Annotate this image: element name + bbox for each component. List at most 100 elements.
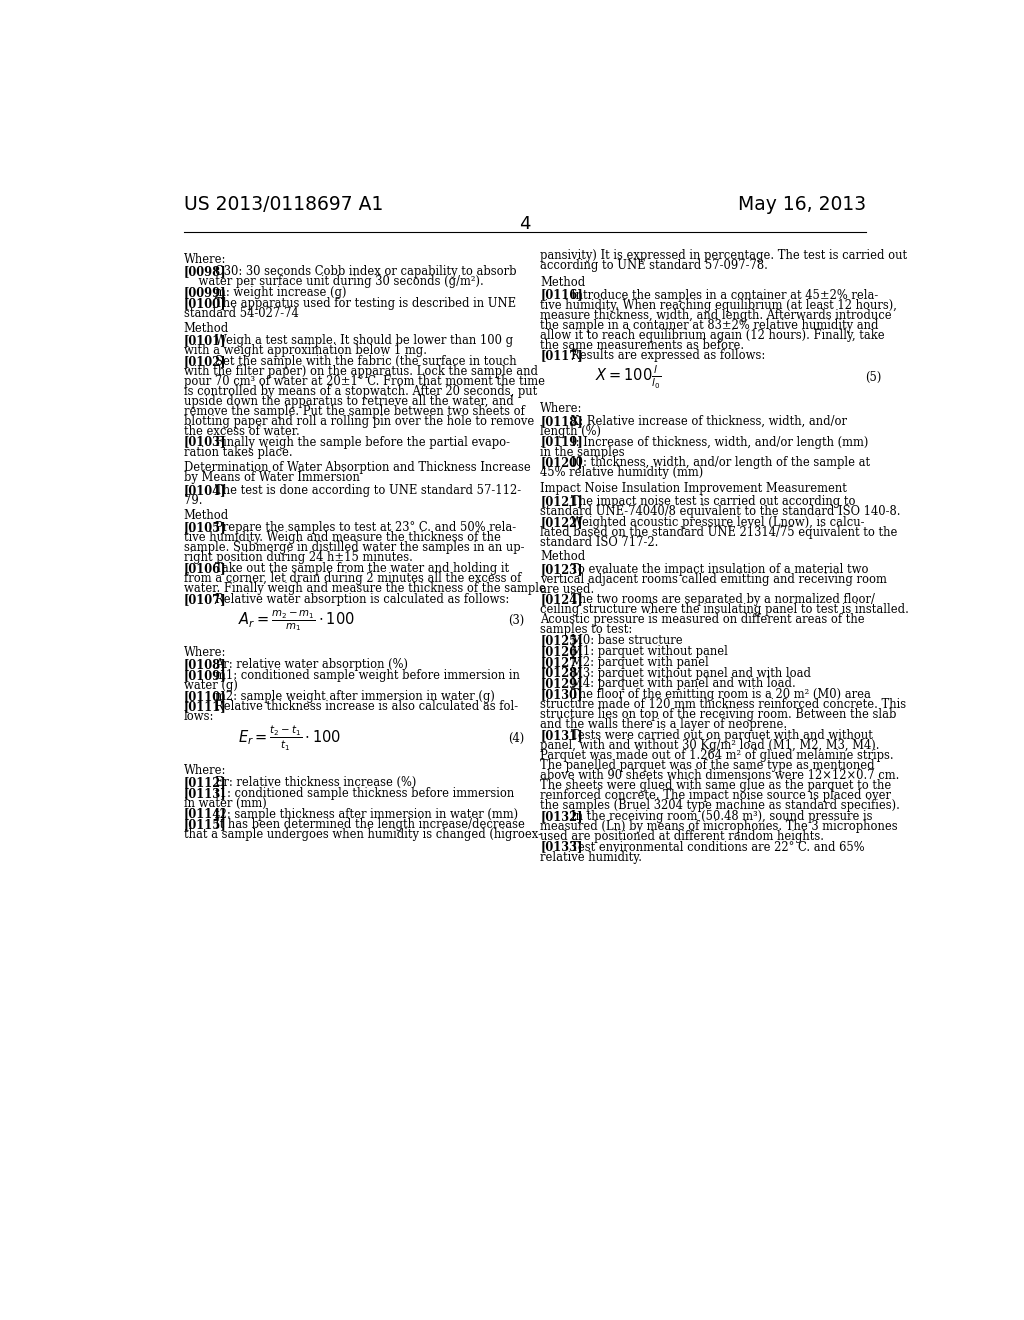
Text: pour 70 cm³ of water at 20±1° C. From that moment the time: pour 70 cm³ of water at 20±1° C. From th… (183, 375, 545, 388)
Text: 4: 4 (519, 215, 530, 234)
Text: lows:: lows: (183, 710, 214, 723)
Text: [0114]: [0114] (183, 808, 226, 821)
Text: according to UNE standard 57-097-78.: according to UNE standard 57-097-78. (541, 259, 768, 272)
Text: Take out the sample from the water and holding it: Take out the sample from the water and h… (215, 562, 509, 576)
Text: lated based on the standard UNE 21314/75 equivalent to the: lated based on the standard UNE 21314/75… (541, 525, 898, 539)
Text: M1: parquet without panel: M1: parquet without panel (571, 645, 728, 659)
Text: [0118]: [0118] (541, 414, 583, 428)
Text: Weigh a test sample. It should be lower than 100 g: Weigh a test sample. It should be lower … (215, 334, 513, 347)
Text: ceiling structure where the insulating panel to test is installed.: ceiling structure where the insulating p… (541, 603, 909, 616)
Text: [0110]: [0110] (183, 689, 226, 702)
Text: 79.: 79. (183, 494, 203, 507)
Text: Parquet was made out of 1.264 m² of glued melamine strips.: Parquet was made out of 1.264 m² of glue… (541, 748, 894, 762)
Text: above with 90 sheets which dimensions were 12×12×0.7 cm.: above with 90 sheets which dimensions we… (541, 770, 900, 781)
Text: reinforced concrete. The impact noise source is placed over: reinforced concrete. The impact noise so… (541, 789, 891, 803)
Text: Results are expressed as follows:: Results are expressed as follows: (571, 350, 766, 363)
Text: (5): (5) (865, 371, 882, 384)
Text: from a corner, let drain during 2 minutes all the excess of: from a corner, let drain during 2 minute… (183, 572, 521, 585)
Text: Method: Method (541, 550, 586, 564)
Text: the sample in a container at 83±2% relative humidity and: the sample in a container at 83±2% relat… (541, 318, 879, 331)
Text: Where:: Where: (183, 763, 226, 776)
Text: [0106]: [0106] (183, 562, 226, 576)
Text: t1: conditioned sample thickness before immersion: t1: conditioned sample thickness before … (215, 787, 514, 800)
Text: are used.: are used. (541, 582, 595, 595)
Text: the same measurements as before.: the same measurements as before. (541, 339, 744, 351)
Text: The sheets were glued with same glue as the parquet to the: The sheets were glued with same glue as … (541, 779, 892, 792)
Text: allow it to reach equilibrium again (12 hours). Finally, take: allow it to reach equilibrium again (12 … (541, 329, 885, 342)
Text: The panelled parquet was of the same type as mentioned: The panelled parquet was of the same typ… (541, 759, 874, 772)
Text: [0115]: [0115] (183, 818, 226, 832)
Text: in the samples: in the samples (541, 446, 625, 458)
Text: In the receiving room (50.48 m³), sound pressure is: In the receiving room (50.48 m³), sound … (571, 810, 872, 822)
Text: Relative water absorption is calculated as follows:: Relative water absorption is calculated … (215, 593, 509, 606)
Text: [0129]: [0129] (541, 677, 583, 690)
Text: Tests were carried out on parquet with and without: Tests were carried out on parquet with a… (571, 729, 873, 742)
Text: water (g): water (g) (183, 678, 238, 692)
Text: The test is done according to UNE standard 57-112-: The test is done according to UNE standa… (215, 484, 521, 498)
Text: Finally weigh the sample before the partial evapo-: Finally weigh the sample before the part… (215, 436, 510, 449)
Text: M4: parquet with panel and with load.: M4: parquet with panel and with load. (571, 677, 796, 690)
Text: in water (mm): in water (mm) (183, 797, 266, 809)
Text: To evaluate the impact insulation of a material two: To evaluate the impact insulation of a m… (571, 562, 868, 576)
Text: remove the sample. Put the sample between two sheets of: remove the sample. Put the sample betwee… (183, 405, 524, 418)
Text: structure made of 120 mm thickness reinforced concrete. This: structure made of 120 mm thickness reinf… (541, 698, 906, 711)
Text: [0125]: [0125] (541, 635, 583, 647)
Text: samples to test:: samples to test: (541, 623, 633, 636)
Text: t2: sample thickness after immersion in water (mm): t2: sample thickness after immersion in … (215, 808, 518, 821)
Text: [0123]: [0123] (541, 562, 583, 576)
Text: tive humidity. When reaching equilibrium (at least 12 hours),: tive humidity. When reaching equilibrium… (541, 298, 897, 312)
Text: [0126]: [0126] (541, 645, 583, 659)
Text: The apparatus used for testing is described in UNE: The apparatus used for testing is descri… (215, 297, 516, 310)
Text: [0101]: [0101] (183, 334, 226, 347)
Text: $X = 100\frac{l}{l_0}$: $X = 100\frac{l}{l_0}$ (595, 363, 660, 391)
Text: Er: relative thickness increase (%): Er: relative thickness increase (%) (215, 776, 416, 789)
Text: and the walls there is a layer of neoprene.: and the walls there is a layer of neopre… (541, 718, 787, 731)
Text: water per surface unit during 30 seconds (g/m²).: water per surface unit during 30 seconds… (183, 276, 483, 289)
Text: Impact Noise Insulation Improvement Measurement: Impact Noise Insulation Improvement Meas… (541, 482, 847, 495)
Text: sample. Submerge in distilled water the samples in an up-: sample. Submerge in distilled water the … (183, 541, 524, 554)
Text: [0113]: [0113] (183, 787, 226, 800)
Text: [0109]: [0109] (183, 669, 226, 682)
Text: M3: parquet without panel and with load: M3: parquet without panel and with load (571, 667, 811, 680)
Text: X: Relative increase of thickness, width, and/or: X: Relative increase of thickness, width… (571, 414, 847, 428)
Text: [0121]: [0121] (541, 495, 583, 508)
Text: used are positioned at different random heights.: used are positioned at different random … (541, 830, 824, 843)
Text: I: Increase of thickness, width, and/or length (mm): I: Increase of thickness, width, and/or … (571, 436, 868, 449)
Text: M2: parquet with panel: M2: parquet with panel (571, 656, 709, 669)
Text: It has been determined the length increase/decrease: It has been determined the length increa… (215, 818, 524, 832)
Text: The impact noise test is carried out according to: The impact noise test is carried out acc… (571, 495, 856, 508)
Text: M0: base structure: M0: base structure (571, 635, 683, 647)
Text: Method: Method (183, 508, 229, 521)
Text: [0128]: [0128] (541, 667, 583, 680)
Text: standard UNE-74040/8 equivalent to the standard ISO 140-8.: standard UNE-74040/8 equivalent to the s… (541, 506, 901, 517)
Text: Ar: relative water absorption (%): Ar: relative water absorption (%) (215, 659, 408, 671)
Text: upside down the apparatus to retrieve all the water, and: upside down the apparatus to retrieve al… (183, 395, 514, 408)
Text: that a sample undergoes when humidity is changed (higroex-: that a sample undergoes when humidity is… (183, 829, 542, 841)
Text: m2: sample weight after immersion in water (g): m2: sample weight after immersion in wat… (215, 689, 495, 702)
Text: [0120]: [0120] (541, 457, 583, 470)
Text: m: weight increase (g): m: weight increase (g) (215, 286, 346, 300)
Text: Prepare the samples to test at 23° C. and 50% rela-: Prepare the samples to test at 23° C. an… (215, 521, 516, 535)
Text: Test environmental conditions are 22° C. and 65%: Test environmental conditions are 22° C.… (571, 841, 865, 854)
Text: $A_r = \frac{m_2 - m_1}{m_1} \cdot 100$: $A_r = \frac{m_2 - m_1}{m_1} \cdot 100$ (238, 609, 355, 632)
Text: Determination of Water Absorption and Thickness Increase: Determination of Water Absorption and Th… (183, 461, 530, 474)
Text: [0124]: [0124] (541, 594, 583, 606)
Text: measure thickness, width, and length. Afterwards introduce: measure thickness, width, and length. Af… (541, 309, 892, 322)
Text: [0102]: [0102] (183, 355, 226, 368)
Text: Where:: Where: (183, 253, 226, 267)
Text: standard 54-027-74: standard 54-027-74 (183, 308, 299, 319)
Text: [0105]: [0105] (183, 521, 226, 535)
Text: standard ISO 717-2.: standard ISO 717-2. (541, 536, 658, 549)
Text: The floor of the emitting room is a 20 m² (M0) area: The floor of the emitting room is a 20 m… (571, 688, 871, 701)
Text: [0104]: [0104] (183, 484, 226, 498)
Text: length (%): length (%) (541, 425, 601, 438)
Text: Method: Method (541, 276, 586, 289)
Text: US 2013/0118697 A1: US 2013/0118697 A1 (183, 195, 383, 214)
Text: [0122]: [0122] (541, 516, 583, 529)
Text: [0108]: [0108] (183, 659, 226, 671)
Text: [0117]: [0117] (541, 350, 583, 363)
Text: Where:: Where: (541, 403, 583, 416)
Text: ration takes place.: ration takes place. (183, 446, 293, 458)
Text: The two rooms are separated by a normalized floor/: The two rooms are separated by a normali… (571, 594, 876, 606)
Text: Method: Method (183, 322, 229, 335)
